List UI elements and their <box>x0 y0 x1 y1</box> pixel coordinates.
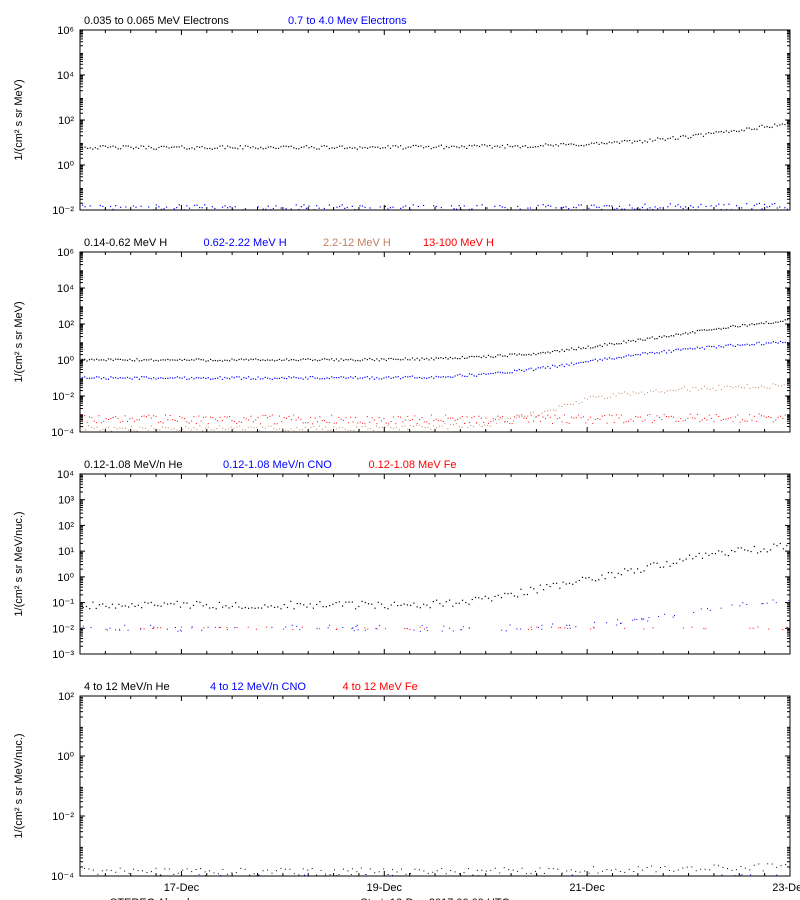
legend-label: 2.2-12 MeV H <box>323 237 391 249</box>
ytick-label: 10⁻² <box>52 623 74 635</box>
legend-label: 13-100 MeV H <box>423 237 494 249</box>
legend-label: 0.12-1.08 MeV Fe <box>369 459 457 471</box>
ytick-label: 10² <box>58 319 74 331</box>
y-axis-label: 1/(cm² s sr MeV/nuc.) <box>13 511 25 616</box>
ytick-label: 10³ <box>58 495 74 507</box>
panel-1: 10⁻⁴ 10⁻² 10⁰ 10² 10⁴ 10⁶ 1/(cm² s sr MeV) 0.14… <box>13 237 791 439</box>
ytick-label: 10² <box>58 115 74 127</box>
ytick-label: 10⁰ <box>57 355 74 367</box>
series-group <box>79 543 790 632</box>
ytick-label: 10⁻⁴ <box>51 871 74 883</box>
y-axis-label: 1/(cm² s sr MeV) <box>13 79 25 160</box>
legend-label: 0.035 to 0.065 MeV Electrons <box>84 15 229 27</box>
panel-0: 10⁻² 10⁰ 10² 10⁴ 10⁶ 1/(cm² s sr MeV) 0.035 to… <box>13 15 791 217</box>
ytick-label: 10⁰ <box>57 160 74 172</box>
ytick-label: 10² <box>58 691 74 703</box>
ytick-label: 10⁴ <box>57 283 74 295</box>
xtick-label: 21-Dec <box>569 882 605 894</box>
ytick-label: 10⁶ <box>57 247 74 259</box>
ytick-label: 10⁻² <box>52 391 74 403</box>
ytick-label: 10⁻² <box>52 811 74 823</box>
ytick-label: 10⁰ <box>57 751 74 763</box>
ytick-label: 10² <box>58 520 74 532</box>
ytick-label: 10⁻¹ <box>52 598 74 610</box>
y-axis-label: 1/(cm² s sr MeV/nuc.) <box>13 733 25 838</box>
ytick-label: 10⁶ <box>57 25 74 37</box>
series-group <box>79 319 790 432</box>
ytick-label: 10¹ <box>58 546 74 558</box>
series-group <box>79 122 790 211</box>
legend-label: 0.12-1.08 MeV/n CNO <box>223 459 332 471</box>
particle-flux-chart: 10⁻² 10⁰ 10² 10⁴ 10⁶ 1/(cm² s sr MeV) 0.035 to… <box>0 0 800 900</box>
ytick-label: 10⁻⁴ <box>51 427 74 439</box>
legend-label: 0.7 to 4.0 Mev Electrons <box>288 15 407 27</box>
xtick-label: 23-Dec <box>772 882 800 894</box>
panel-3: 10⁻⁴ 10⁻² 10⁰ 10² 1/(cm² s sr MeV/nuc.) 4 to … <box>13 681 791 883</box>
legend-label: 4 to 12 MeV/n CNO <box>210 681 306 693</box>
ytick-label: 10⁰ <box>57 572 74 584</box>
legend-label: 4 to 12 MeV Fe <box>343 681 418 693</box>
xtick-label: 19-Dec <box>367 882 403 894</box>
ytick-label: 10⁴ <box>57 70 74 82</box>
ytick-label: 10⁻² <box>52 205 74 217</box>
ytick-label: 10⁻³ <box>52 649 74 661</box>
y-axis-label: 1/(cm² s sr MeV) <box>13 301 25 382</box>
legend-label: 0.14-0.62 MeV H <box>84 237 167 249</box>
ytick-label: 10⁴ <box>57 469 74 481</box>
xtick-label: 17-Dec <box>164 882 200 894</box>
legend-label: 0.12-1.08 MeV/n He <box>84 459 182 471</box>
legend-label: 0.62-2.22 MeV H <box>204 237 287 249</box>
legend-label: 4 to 12 MeV/n He <box>84 681 170 693</box>
panel-2: 10⁻³ 10⁻² 10⁻¹ 10⁰ 10¹ 10² 10³ 10⁴ 1/(cm² s sr M… <box>13 459 791 661</box>
